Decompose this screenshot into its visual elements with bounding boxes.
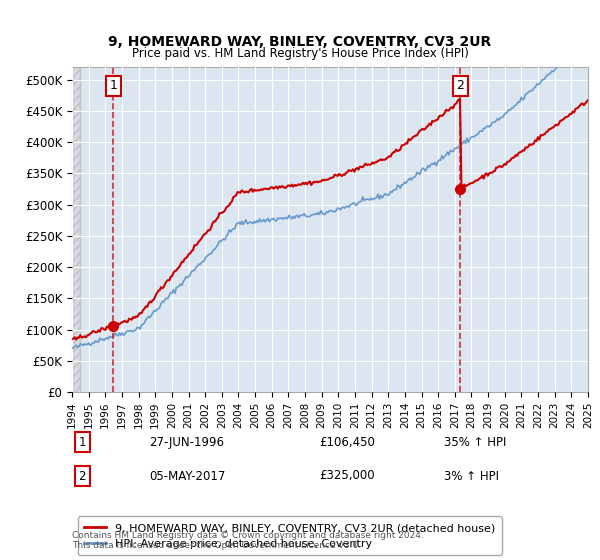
Text: 05-MAY-2017: 05-MAY-2017 xyxy=(149,469,226,483)
Text: 27-JUN-1996: 27-JUN-1996 xyxy=(149,436,224,449)
Text: 3% ↑ HPI: 3% ↑ HPI xyxy=(443,469,499,483)
Text: 35% ↑ HPI: 35% ↑ HPI xyxy=(443,436,506,449)
Text: £325,000: £325,000 xyxy=(320,469,376,483)
Text: 9, HOMEWARD WAY, BINLEY, COVENTRY, CV3 2UR: 9, HOMEWARD WAY, BINLEY, COVENTRY, CV3 2… xyxy=(109,35,491,49)
Text: Contains HM Land Registry data © Crown copyright and database right 2024.
This d: Contains HM Land Registry data © Crown c… xyxy=(72,531,424,550)
Text: 1: 1 xyxy=(110,80,118,92)
Text: £106,450: £106,450 xyxy=(320,436,376,449)
Legend: 9, HOMEWARD WAY, BINLEY, COVENTRY, CV3 2UR (detached house), HPI: Average price,: 9, HOMEWARD WAY, BINLEY, COVENTRY, CV3 2… xyxy=(77,516,502,556)
Text: 1: 1 xyxy=(79,436,86,449)
Text: 2: 2 xyxy=(79,469,86,483)
Text: 2: 2 xyxy=(457,80,464,92)
Text: Price paid vs. HM Land Registry's House Price Index (HPI): Price paid vs. HM Land Registry's House … xyxy=(131,46,469,60)
